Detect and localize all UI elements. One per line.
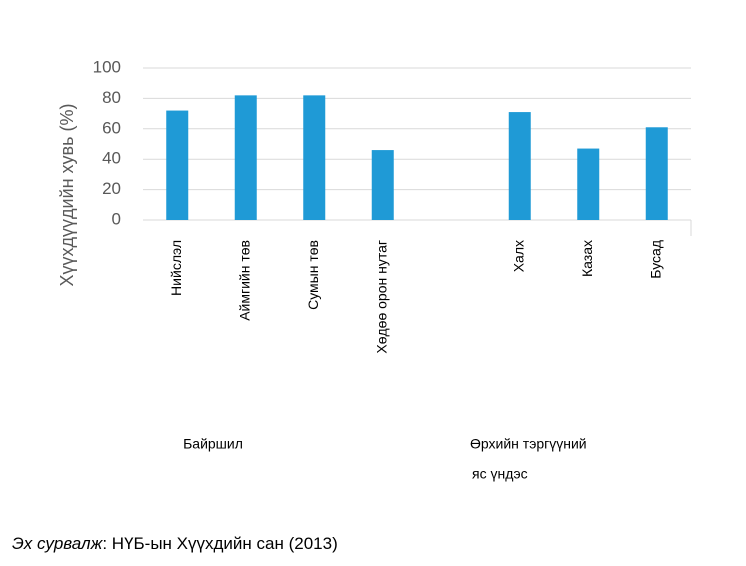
y-tick-label: 60 — [102, 118, 121, 137]
x-tick-label: Аймгийн төв — [236, 240, 252, 321]
bar — [303, 95, 326, 220]
bar — [577, 148, 600, 220]
group-label: Өрхийн тэргүүний — [470, 436, 587, 452]
x-tick-label: Бусад — [647, 240, 663, 279]
bar — [508, 112, 531, 220]
group-label: Байршил — [183, 436, 243, 452]
x-tick-label: Халх — [510, 240, 526, 272]
source-text: : НҮБ-ын Хүүхдийн сан (2013) — [102, 534, 337, 553]
bar — [234, 95, 257, 220]
x-tick-label: Хөдөө орон нутаг — [373, 240, 389, 354]
y-tick-label: 100 — [93, 57, 121, 76]
x-tick-label: Сумын төв — [305, 240, 321, 310]
bar — [371, 150, 394, 220]
y-tick-label: 20 — [102, 179, 121, 198]
source: Эх сурвалж: НҮБ-ын Хүүхдийн сан (2013) — [12, 534, 338, 553]
x-tick-label: Казах — [579, 240, 595, 277]
y-axis-title: Хүүхдүүдийн хувь (%) — [57, 104, 77, 287]
source-label: Эх сурвалж — [12, 534, 104, 553]
y-tick-label: 0 — [112, 209, 121, 228]
x-tick-label: Нийслэл — [168, 240, 184, 296]
bar — [166, 110, 189, 220]
y-tick-label: 40 — [102, 149, 121, 168]
bar — [645, 127, 668, 220]
y-tick-label: 80 — [102, 88, 121, 107]
group-label: яс үндэс — [472, 466, 528, 482]
